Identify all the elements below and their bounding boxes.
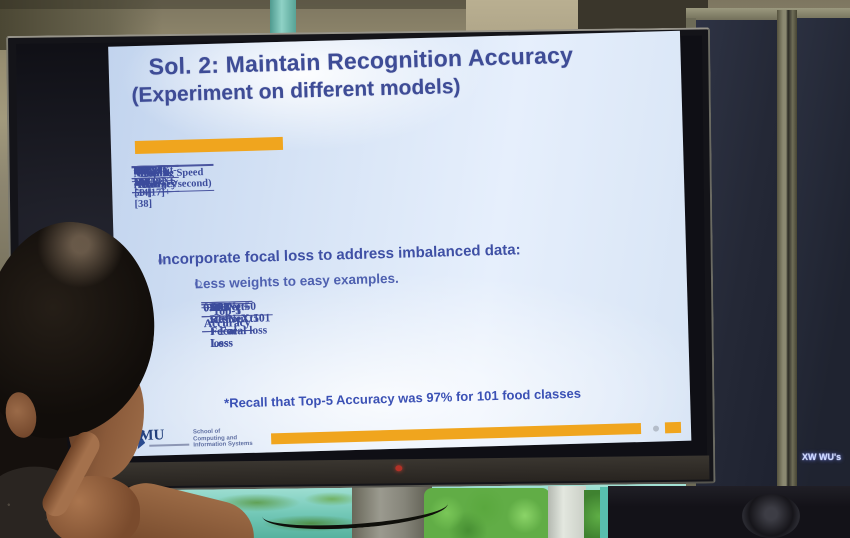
desk-dark-right bbox=[608, 486, 850, 538]
monitor-top-frame bbox=[686, 8, 850, 20]
accent-bar-bottom bbox=[270, 423, 642, 445]
footnote: *Recall that Top-5 Accuracy was 97% for … bbox=[223, 385, 582, 411]
sub-bullet-text: Less weights to easy examples. bbox=[194, 270, 400, 292]
school-name: School of Computing and Information Syst… bbox=[193, 428, 264, 449]
power-led-icon bbox=[395, 465, 403, 472]
page-number-dot bbox=[652, 425, 660, 432]
table-cell: 0.957 bbox=[201, 301, 232, 318]
models-comparison-table: Network Top-1 Accuracy Top-5 Accuracy Te… bbox=[131, 151, 672, 210]
monitor-owner-label: XW WU's bbox=[802, 452, 842, 462]
slide-title-line1: Sol. 2: Maintain Recognition Accuracy bbox=[148, 41, 574, 80]
focal-loss-table: Top-1 Accuracy Top-5 Accuracy ResNet50 w… bbox=[201, 292, 585, 350]
table-cell: 103 MB bbox=[131, 165, 153, 188]
tv-stand-pedestal bbox=[352, 484, 432, 538]
monitor-divider-frame bbox=[777, 10, 797, 488]
window-column bbox=[548, 486, 586, 538]
smu-logo-subtext-line bbox=[149, 443, 190, 447]
wall-top-shadow bbox=[0, 0, 480, 9]
school-name-line3: Information Systems bbox=[193, 440, 253, 449]
accent-bar-end bbox=[664, 421, 682, 434]
plant-bushes bbox=[424, 488, 550, 538]
accent-bar-top bbox=[134, 136, 284, 155]
bullet-text: Incorporate focal loss to address imbala… bbox=[157, 241, 521, 269]
monitor-back-panel-right bbox=[797, 18, 850, 488]
speaker-grille bbox=[742, 494, 800, 538]
slide-title-line2: (Experiment on different models) bbox=[131, 74, 461, 108]
presentation-slide: Sol. 2: Maintain Recognition Accuracy (E… bbox=[108, 30, 692, 457]
window-gap-sliver bbox=[600, 487, 609, 538]
